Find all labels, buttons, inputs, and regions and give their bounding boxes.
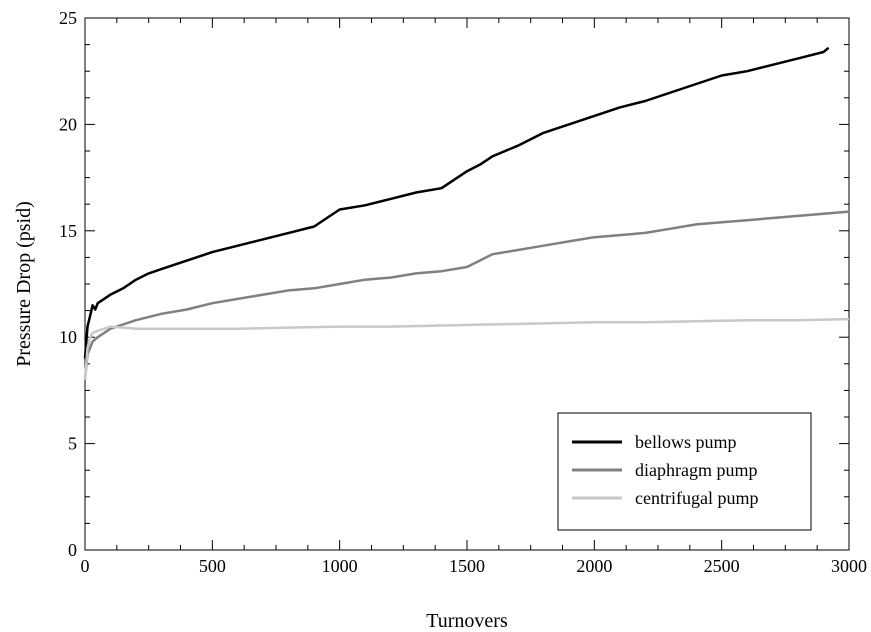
x-tick-label: 2000: [576, 556, 612, 576]
y-tick-label: 0: [68, 540, 77, 560]
x-tick-label: 0: [81, 556, 90, 576]
legend: bellows pump diaphragm pump centrifugal pu…: [557, 412, 812, 531]
y-tick-label: 20: [59, 114, 77, 134]
legend-label: diaphragm pump: [635, 460, 757, 480]
y-tick-label: 5: [68, 434, 77, 454]
tick-labels: 0 500 1000 1500 2000 2500 3000 0 5 10 15 20 25: [59, 8, 867, 576]
x-tick-label: 1000: [322, 556, 358, 576]
y-tick-label: 25: [59, 8, 77, 28]
series-line-centrifugal-pump: [83, 317, 850, 380]
ticks: [84, 17, 850, 551]
x-axis-title: Turnovers: [426, 610, 508, 632]
legend-label: bellows pump: [635, 432, 737, 452]
y-axis-title: Pressure Drop (psid): [13, 201, 35, 367]
y-tick-label: 10: [59, 327, 77, 347]
y-tick-label: 15: [59, 221, 77, 241]
series-lines: [83, 46, 850, 380]
series-line-bellows-pump: [83, 46, 830, 359]
legend-label: centrifugal pump: [635, 488, 758, 508]
series-line-diaphragm-pump: [83, 210, 850, 380]
x-tick-label: 3000: [831, 556, 867, 576]
x-tick-label: 1500: [449, 556, 485, 576]
x-tick-label: 2500: [704, 556, 740, 576]
x-tick-label: 500: [199, 556, 226, 576]
